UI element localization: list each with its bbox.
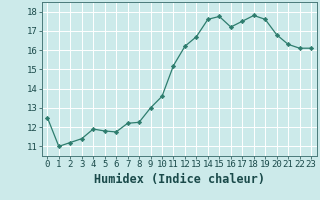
X-axis label: Humidex (Indice chaleur): Humidex (Indice chaleur): [94, 173, 265, 186]
